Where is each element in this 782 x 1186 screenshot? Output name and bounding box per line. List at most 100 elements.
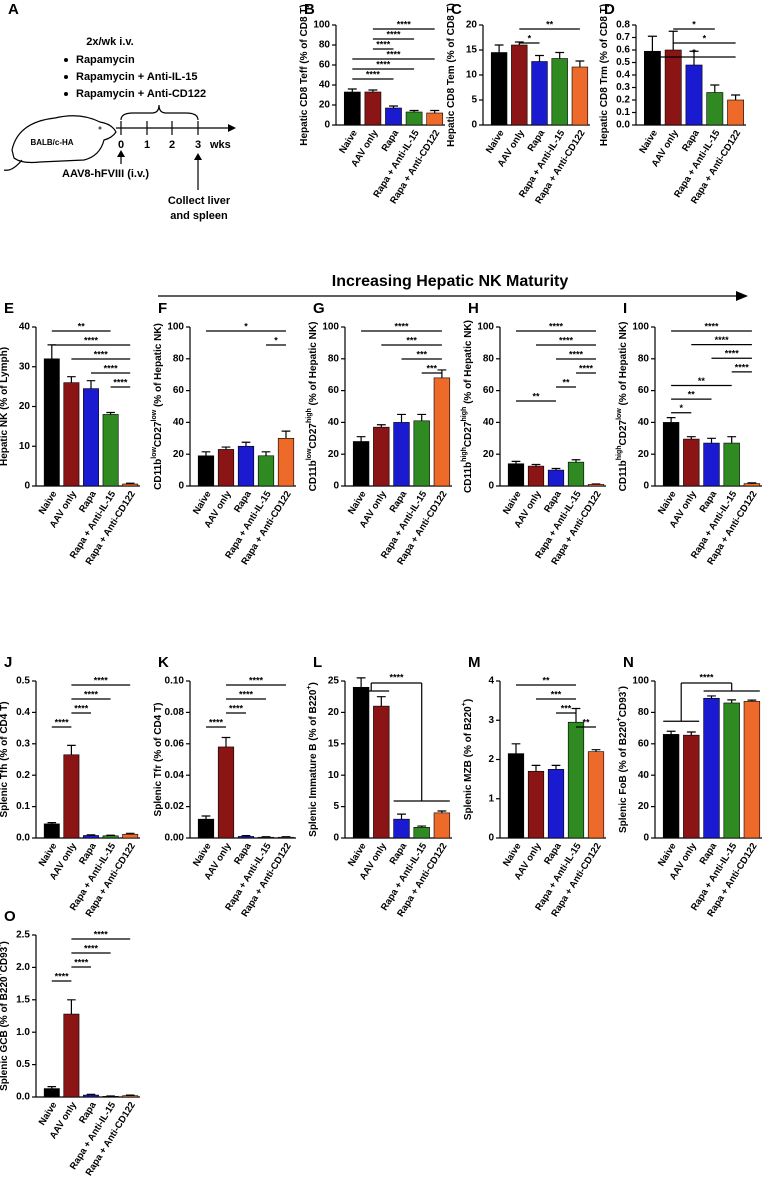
- schematic: A 2x/wk i.v. Rapamycin Rapamycin + Anti-…: [3, 1, 236, 222]
- y-tick-label: 20: [638, 801, 650, 812]
- significance-label: ***: [561, 703, 572, 713]
- y-axis-label: Hepatic CD8 Tem (% of CD8 T): [446, 3, 457, 147]
- y-tick-label: 25: [328, 676, 340, 687]
- y-tick-label: 0.2: [16, 770, 30, 781]
- bar: [83, 1094, 99, 1098]
- panel-letter: F: [158, 300, 167, 317]
- y-tick-label: 20: [638, 449, 650, 460]
- y-tick-label: 0: [333, 481, 339, 492]
- y-tick-label: 40: [173, 417, 185, 428]
- y-axis-label: CD11bhighCD27high (% of Hepatic NK): [461, 320, 474, 493]
- significance-label: ***: [551, 689, 562, 699]
- error-bar: [437, 369, 447, 378]
- y-tick-label: 0: [324, 120, 330, 131]
- y-tick-label: 10: [328, 770, 340, 781]
- y-axis-label-sup: -: [616, 689, 623, 692]
- y-tick-label: 3: [488, 715, 494, 726]
- y-tick-label: 2.0: [16, 962, 30, 973]
- error-bar: [125, 832, 135, 835]
- y-axis-label-part: CD11b: [308, 460, 319, 491]
- brace: [120, 104, 199, 121]
- y-tick-label: 0.5: [16, 676, 30, 687]
- error-bar: [347, 88, 357, 92]
- significance-label: ****: [389, 672, 404, 682]
- bar: [743, 701, 761, 839]
- y-axis-label: CD11bhighCD27low (% of Hepatic NK): [616, 322, 629, 492]
- bar: [567, 721, 585, 839]
- error-bar: [430, 109, 440, 113]
- bar: [237, 836, 255, 839]
- y-tick-label: 5: [471, 95, 477, 106]
- error-bar: [417, 825, 427, 828]
- bullet: [64, 92, 68, 96]
- y-tick-label: 15: [466, 45, 478, 56]
- y-axis-label: Splenic Tfh (% of CD4 T): [0, 701, 10, 817]
- bar: [385, 107, 402, 126]
- y-axis-label-part: (% of Hepatic NK): [618, 322, 629, 409]
- y-axis-label-part: ): [618, 686, 629, 689]
- bar: [413, 420, 430, 487]
- y-tick-label: 20: [466, 20, 478, 31]
- y-tick-label: 40: [638, 770, 650, 781]
- significance-label: ****: [549, 321, 564, 331]
- y-axis-label-part: CD27: [618, 420, 629, 446]
- y-axis-label-part: Hepatic CD8 Tem (% of CD8 T): [446, 3, 457, 147]
- bar: [217, 449, 235, 487]
- y-tick-label: 20: [319, 100, 331, 111]
- y-axis-label-part: Splenic FoB (% of B220: [618, 721, 629, 833]
- significance-label: ****: [55, 717, 70, 727]
- bar: [511, 44, 528, 126]
- y-axis-label-part: CD27: [463, 421, 474, 447]
- y-tick-label: 0.7: [616, 32, 630, 43]
- significance-label: ****: [74, 703, 89, 713]
- y-tick-label: 15: [328, 738, 340, 749]
- bar: [587, 484, 605, 487]
- y-axis-label-sup: high: [306, 408, 313, 423]
- bar: [83, 388, 99, 487]
- error-bar: [356, 677, 366, 688]
- bar: [662, 422, 680, 487]
- error-bar: [67, 999, 76, 1015]
- y-tick-label: 60: [483, 385, 495, 396]
- y-tick-label: 80: [328, 353, 340, 364]
- panel-letter: K: [158, 654, 169, 671]
- significance-label: ****: [579, 363, 594, 373]
- y-tick-label: 100: [632, 676, 649, 687]
- y-tick-label: 0.3: [616, 82, 630, 93]
- significance-label: ****: [104, 363, 119, 373]
- y-tick-label: 10: [19, 441, 31, 452]
- bar: [277, 437, 295, 487]
- bar: [352, 441, 370, 487]
- y-tick-label: 60: [638, 385, 650, 396]
- significance-label: ****: [715, 335, 730, 345]
- significance-label: ****: [569, 349, 584, 359]
- error-bar: [356, 436, 366, 442]
- significance-label: ****: [84, 689, 99, 699]
- y-axis-label-part: ): [308, 682, 319, 685]
- error-bar: [106, 411, 115, 415]
- error-bar: [689, 50, 699, 65]
- bar: [393, 818, 410, 839]
- error-bar: [397, 413, 406, 423]
- error-bar: [531, 764, 541, 772]
- y-axis-label: Splenic MZB (% of B220+): [461, 699, 474, 820]
- panel-letter: D: [604, 1, 615, 18]
- error-bar: [86, 380, 96, 389]
- y-tick-label: 100: [632, 322, 649, 333]
- bar: [122, 1095, 139, 1098]
- significance-label: ***: [416, 349, 427, 359]
- error-bar: [125, 1094, 135, 1096]
- y-tick-label: 40: [483, 417, 495, 428]
- error-bar: [747, 699, 757, 702]
- error-bar: [707, 695, 716, 699]
- y-tick-label: 2: [488, 754, 494, 765]
- bar: [433, 377, 451, 487]
- mouse-outline: [3, 115, 117, 171]
- bar: [662, 734, 680, 839]
- bar: [122, 833, 139, 839]
- y-tick-label: 60: [638, 738, 650, 749]
- significance-label: ****: [376, 59, 391, 69]
- y-axis-label: CD11blowCD27low (% of Hepatic NK): [151, 323, 164, 490]
- error-bar: [67, 376, 76, 383]
